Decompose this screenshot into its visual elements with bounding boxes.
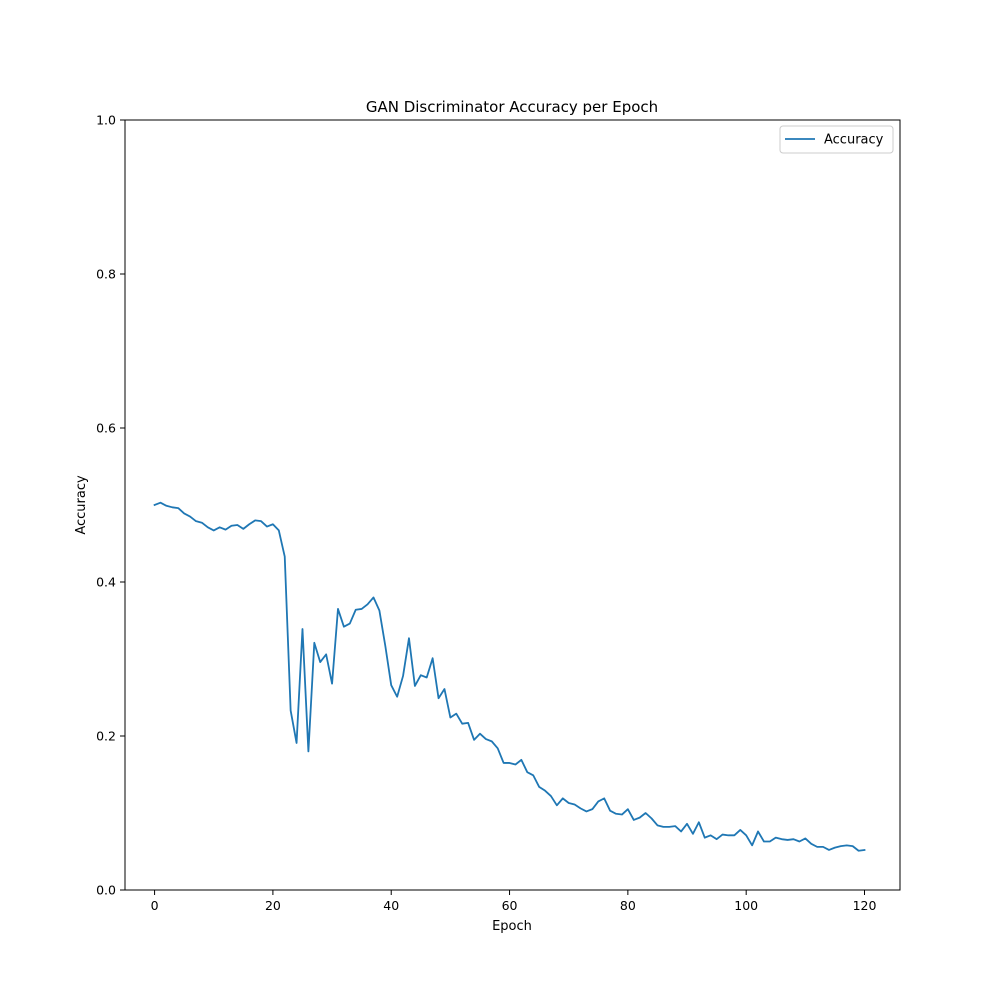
x-tick-label: 40 bbox=[383, 898, 399, 913]
y-tick-label: 1.0 bbox=[96, 113, 116, 128]
y-axis-ticks: 0.0 0.2 0.4 0.6 0.8 1.0 bbox=[96, 113, 125, 898]
y-axis-label: Accuracy bbox=[74, 475, 89, 535]
accuracy-series-line bbox=[153, 501, 866, 852]
x-axis-ticks: 0 20 40 60 80 100 120 bbox=[151, 890, 877, 913]
legend: Accuracy bbox=[779, 125, 894, 154]
x-tick-label: 120 bbox=[853, 898, 877, 913]
legend-box bbox=[779, 125, 894, 154]
y-tick-label: 0.4 bbox=[96, 575, 116, 590]
x-tick-label: 80 bbox=[620, 898, 636, 913]
x-tick-label: 100 bbox=[734, 898, 758, 913]
y-tick-label: 0.8 bbox=[96, 267, 116, 282]
y-tick-label: 0.6 bbox=[96, 421, 116, 436]
x-tick-label: 60 bbox=[502, 898, 518, 913]
plot-frame bbox=[124, 119, 901, 891]
x-axis-label: Epoch bbox=[492, 919, 532, 934]
chart-title: GAN Discriminator Accuracy per Epoch bbox=[366, 98, 658, 116]
plot-area bbox=[125, 120, 900, 890]
y-tick-label: 0.2 bbox=[96, 729, 116, 744]
legend-label: Accuracy bbox=[824, 133, 884, 148]
x-tick-label: 0 bbox=[151, 898, 159, 913]
y-tick-label: 0.0 bbox=[96, 883, 116, 898]
x-tick-label: 20 bbox=[265, 898, 281, 913]
